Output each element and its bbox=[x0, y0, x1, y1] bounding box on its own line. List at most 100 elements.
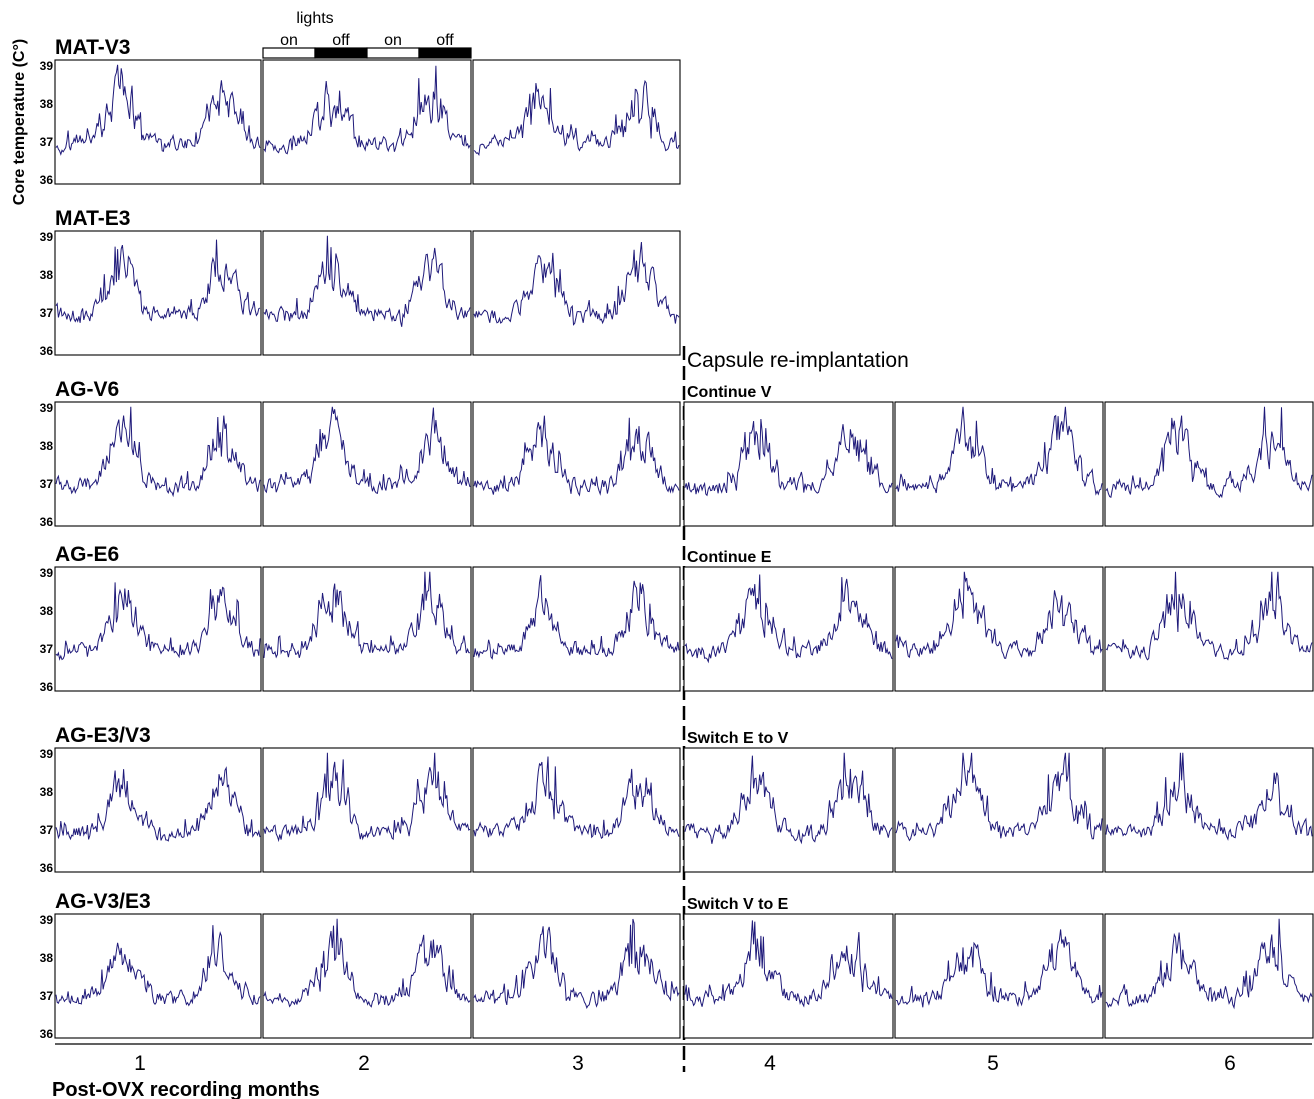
y-tick-label: 36 bbox=[40, 680, 54, 694]
lights-label-on-1: on bbox=[280, 32, 298, 49]
temperature-trace bbox=[55, 925, 261, 1007]
panel-frame bbox=[262, 401, 472, 527]
y-tick-label: 37 bbox=[40, 477, 54, 491]
y-tick-label: 37 bbox=[40, 642, 54, 656]
temperature-trace bbox=[1105, 752, 1313, 841]
lights-on-bar-1 bbox=[262, 47, 316, 59]
temperature-trace bbox=[895, 929, 1103, 1008]
row-title: AG-E3/V3 bbox=[55, 724, 151, 747]
y-tick-label: 39 bbox=[40, 230, 54, 244]
lights-off-bar-1 bbox=[314, 47, 368, 59]
y-axis-label: Core temperature (C°) bbox=[11, 39, 28, 205]
row-annotation: Switch V to E bbox=[687, 896, 789, 913]
panel-frame bbox=[262, 747, 472, 873]
y-tick-label: 38 bbox=[40, 268, 54, 282]
row-annotation: Continue V bbox=[687, 384, 772, 401]
panel-frame bbox=[262, 566, 472, 692]
temperature-trace bbox=[55, 239, 261, 323]
panel-frame bbox=[1104, 401, 1314, 527]
x-tick-labels: 1 2 3 4 5 6 bbox=[134, 1052, 1236, 1075]
y-tick-label: 39 bbox=[40, 566, 54, 580]
row-annotation: Continue E bbox=[687, 549, 772, 566]
panel-frame bbox=[54, 401, 262, 527]
panel-frame bbox=[683, 401, 894, 527]
panel-frame bbox=[1104, 913, 1314, 1039]
reimplant-label: Capsule re-implantation bbox=[687, 349, 909, 372]
lights-legend: lights on off on off bbox=[262, 10, 472, 59]
panel-frame bbox=[683, 747, 894, 873]
lights-label-off-2: off bbox=[436, 32, 454, 49]
temperature-trace bbox=[684, 418, 893, 497]
y-tick-label: 39 bbox=[40, 59, 54, 73]
row-annotation: Switch E to V bbox=[687, 730, 789, 747]
x-tick-label: 3 bbox=[572, 1052, 584, 1075]
y-tick-label: 38 bbox=[40, 785, 54, 799]
lights-on-bar-2 bbox=[366, 47, 420, 59]
panel-frame bbox=[472, 401, 681, 527]
panel-frame bbox=[894, 747, 1104, 873]
temperature-trace bbox=[55, 582, 261, 661]
panel-frame bbox=[894, 913, 1104, 1039]
x-tick-label: 6 bbox=[1224, 1052, 1236, 1075]
panel-frame bbox=[54, 913, 262, 1039]
x-tick-label: 5 bbox=[987, 1052, 999, 1075]
x-axis-label: Post-OVX recording months bbox=[52, 1079, 320, 1099]
panel-frame bbox=[894, 401, 1104, 527]
panel-frame bbox=[54, 59, 262, 185]
y-tick-label: 38 bbox=[40, 97, 54, 111]
temperature-trace bbox=[263, 752, 471, 843]
x-tick-label: 2 bbox=[358, 1052, 370, 1075]
temperature-trace bbox=[263, 918, 471, 1008]
panel-frame bbox=[262, 59, 472, 185]
temperature-trace bbox=[55, 406, 261, 498]
temperature-trace bbox=[684, 920, 893, 1008]
y-tick-label: 36 bbox=[40, 344, 54, 358]
y-tick-label: 38 bbox=[40, 439, 54, 453]
temperature-trace bbox=[55, 64, 261, 156]
temperature-trace bbox=[684, 752, 893, 845]
temperature-trace bbox=[263, 235, 471, 327]
panel-frame bbox=[472, 59, 681, 185]
y-tick-label: 38 bbox=[40, 951, 54, 965]
panel-frame bbox=[472, 747, 681, 873]
temperature-trace bbox=[1105, 406, 1313, 499]
temperature-trace bbox=[895, 406, 1103, 496]
y-tick-label: 39 bbox=[40, 913, 54, 927]
temperature-trace bbox=[263, 406, 471, 494]
lights-title: lights bbox=[296, 10, 333, 27]
panel-frame bbox=[472, 230, 681, 356]
temperature-trace bbox=[473, 756, 680, 840]
x-tick-label: 1 bbox=[134, 1052, 146, 1075]
y-tick-label: 36 bbox=[40, 1027, 54, 1041]
row-title: AG-E6 bbox=[55, 543, 119, 566]
panel-frame bbox=[683, 566, 894, 692]
y-tick-label: 38 bbox=[40, 604, 54, 618]
temperature-trace bbox=[1105, 918, 1313, 1010]
temperature-trace bbox=[895, 752, 1103, 842]
y-tick-label: 36 bbox=[40, 173, 54, 187]
lights-label-on-2: on bbox=[384, 32, 402, 49]
panel-frame bbox=[54, 566, 262, 692]
panel-frame bbox=[1104, 566, 1314, 692]
temperature-trace bbox=[684, 574, 893, 664]
lights-off-bar-2 bbox=[418, 47, 472, 59]
temperature-trace bbox=[263, 65, 471, 155]
panel-frame bbox=[262, 230, 472, 356]
panel-frame bbox=[262, 913, 472, 1039]
lights-label-off-1: off bbox=[332, 32, 350, 49]
temperature-trace bbox=[55, 766, 261, 842]
panel-rows: MAT-V339383736MAT-E339383736AG-V63938373… bbox=[40, 36, 1314, 1041]
x-tick-label: 4 bbox=[764, 1052, 776, 1075]
temperature-trace bbox=[473, 575, 680, 660]
panel-frame bbox=[472, 566, 681, 692]
y-tick-label: 37 bbox=[40, 135, 54, 149]
temperature-trace bbox=[263, 571, 471, 659]
panel-frame bbox=[54, 747, 262, 873]
